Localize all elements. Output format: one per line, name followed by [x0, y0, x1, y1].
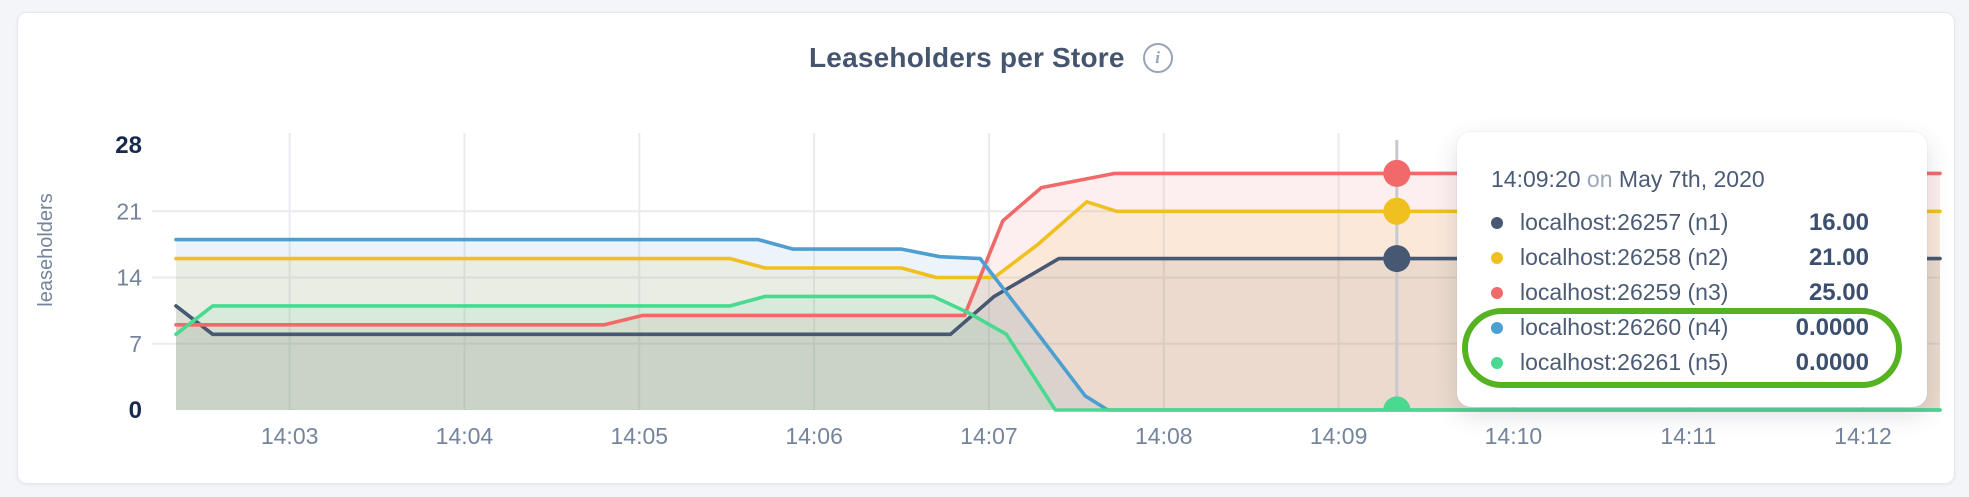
chart-header: Leaseholders per Store i — [809, 40, 1173, 76]
x-tick-label: 14:11 — [1660, 423, 1716, 449]
hover-tooltip: 14:09:20 on May 7th, 2020 localhost:2625… — [1457, 132, 1927, 407]
series-area — [176, 296, 1940, 410]
x-tick-label: 14:08 — [1135, 423, 1193, 449]
tooltip-series-row: localhost:26257 (n1) 16.00 — [1491, 205, 1869, 240]
series-value: 16.00 — [1808, 208, 1869, 236]
chart-title: Leaseholders per Store — [809, 42, 1125, 73]
x-tick-label: 14:09 — [1310, 423, 1368, 449]
series-name: localhost:26260 (n4) — [1520, 314, 1729, 340]
tooltip-series-row: localhost:26261 (n5) 0.0000 — [1491, 345, 1869, 380]
series-value: 0.0000 — [1795, 348, 1869, 376]
series-value: 25.00 — [1808, 278, 1869, 306]
series-color-dot — [1491, 216, 1503, 229]
y-axis-title: leaseholders — [35, 193, 57, 306]
series-area — [176, 239, 1940, 410]
series-value: 0.0000 — [1795, 313, 1869, 341]
y-tick-label: 7 — [129, 331, 142, 357]
hover-dot — [1383, 245, 1411, 273]
x-tick-label: 14:10 — [1485, 423, 1543, 449]
tooltip-timestamp: 14:09:20 on May 7th, 2020 — [1491, 166, 1869, 193]
series-color-dot — [1491, 251, 1503, 264]
tooltip-series-row: localhost:26258 (n2) 21.00 — [1491, 240, 1869, 275]
x-tick-label: 14:03 — [261, 423, 319, 449]
x-tick-label: 14:07 — [960, 423, 1018, 449]
series-name: localhost:26261 (n5) — [1520, 349, 1729, 375]
series-line — [174, 171, 1942, 327]
x-tick-label: 14:04 — [436, 423, 494, 449]
y-tick-label: 28 — [115, 132, 142, 159]
series-value: 21.00 — [1808, 243, 1869, 271]
series-color-dot — [1491, 356, 1503, 369]
info-icon[interactable]: i — [1142, 43, 1173, 73]
tooltip-date: May 7th, 2020 — [1618, 166, 1765, 192]
series-color-dot — [1491, 286, 1503, 299]
series-line — [174, 294, 1942, 412]
series-color-dot — [1491, 321, 1503, 334]
y-tick-label: 21 — [116, 198, 142, 224]
y-tick-label: 14 — [116, 265, 142, 291]
tooltip-time: 14:09:20 — [1491, 166, 1581, 192]
series-line — [174, 237, 1942, 412]
series-line — [174, 200, 1942, 280]
hover-dot — [1383, 396, 1411, 411]
hover-dot — [1383, 197, 1411, 225]
x-tick-label: 14:06 — [785, 423, 843, 449]
series-name: localhost:26258 (n2) — [1520, 244, 1729, 270]
series-name: localhost:26257 (n1) — [1520, 209, 1729, 235]
tooltip-series-row: localhost:26259 (n3) 25.00 — [1491, 275, 1869, 310]
hover-dot — [1383, 159, 1411, 187]
x-tick-label: 14:12 — [1834, 423, 1892, 449]
series-name: localhost:26259 (n3) — [1520, 279, 1729, 305]
y-tick-label: 0 — [129, 397, 142, 424]
tooltip-conjunction: on — [1586, 166, 1613, 192]
tooltip-series-row: localhost:26260 (n4) 0.0000 — [1491, 310, 1869, 345]
x-tick-label: 14:05 — [611, 423, 669, 449]
tooltip-series-list: localhost:26257 (n1) 16.00 localhost:26258… — [1491, 205, 1869, 380]
